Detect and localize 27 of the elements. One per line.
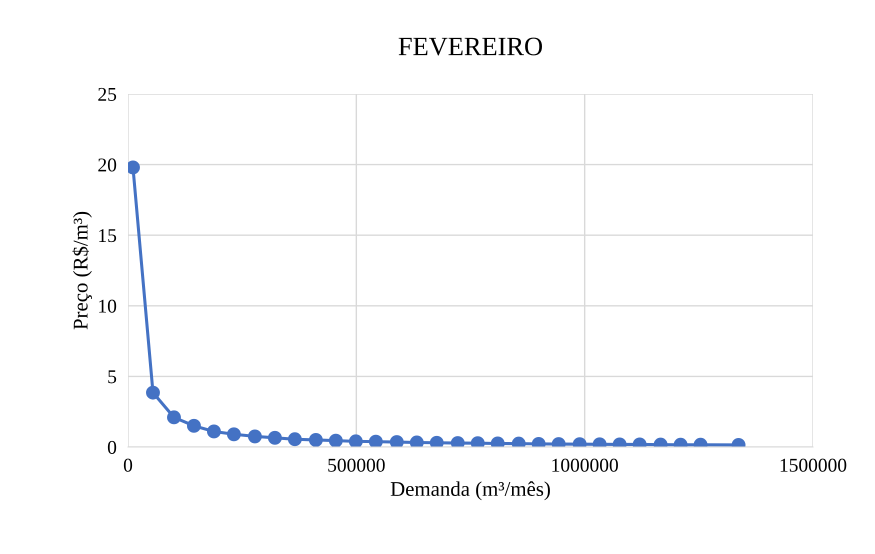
y-tick-label: 10 xyxy=(99,300,116,313)
y-tick-label: 20 xyxy=(98,158,116,172)
point xyxy=(308,432,323,447)
x-tick-label: 1500000 xyxy=(780,458,846,472)
point xyxy=(207,424,221,438)
point xyxy=(248,429,262,444)
point xyxy=(328,434,343,447)
point xyxy=(410,436,424,447)
y-tick-label: 0 xyxy=(108,440,116,454)
point xyxy=(288,432,302,446)
y-tick-label: 5 xyxy=(108,370,116,384)
point xyxy=(146,386,160,400)
point xyxy=(226,427,241,442)
x-tick-label: 1000000 xyxy=(552,458,618,472)
x-tick-label: 0 xyxy=(124,458,132,472)
point xyxy=(187,418,201,433)
y-axis-title: Preço (R$/m³) xyxy=(72,212,92,330)
point xyxy=(368,434,383,447)
point xyxy=(167,410,181,424)
chart-title: FEVEREIRO xyxy=(398,38,542,56)
point xyxy=(348,434,363,447)
point xyxy=(390,435,404,447)
point xyxy=(268,430,282,445)
y-tick-label: 15 xyxy=(99,229,116,242)
x-tick-label: 500000 xyxy=(328,458,385,472)
x-axis-title: Demanda (m³/mês) xyxy=(390,481,550,500)
y-tick-label: 25 xyxy=(98,88,116,101)
